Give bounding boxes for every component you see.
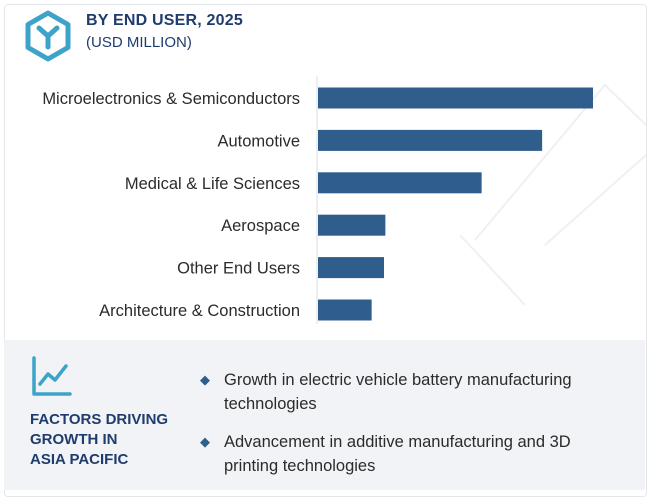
bar: [318, 129, 543, 151]
chart-title: BY END USER, 2025: [86, 12, 243, 29]
diamond-bullet-icon: ◆: [200, 372, 210, 387]
factors-title-line: GROWTH IN: [30, 431, 118, 448]
category-label: Aerospace: [221, 217, 300, 235]
category-label: Architecture & Construction: [99, 302, 300, 320]
bar: [318, 214, 386, 236]
line-chart-trend-icon: [32, 356, 72, 396]
factors-title-line: ASIA PACIFIC: [30, 451, 129, 468]
background-watermark: [459, 83, 646, 306]
factors-title: FACTORS DRIVING GROWTH IN ASIA PACIFIC: [30, 410, 190, 470]
factors-title-line: FACTORS DRIVING: [30, 411, 169, 428]
bar: [318, 299, 372, 321]
category-label: Medical & Life Sciences: [125, 175, 300, 193]
bar: [318, 172, 482, 194]
category-label: Microelectronics & Semiconductors: [42, 90, 300, 108]
category-label: Other End Users: [177, 260, 300, 278]
chart-subtitle: (USD MILLION): [86, 34, 192, 51]
factors-panel: FACTORS DRIVING GROWTH IN ASIA PACIFIC ◆…: [4, 340, 645, 490]
diamond-bullet-icon: ◆: [200, 434, 210, 449]
factor-item-text: Growth in electric vehicle battery manuf…: [224, 371, 572, 413]
bar: [318, 87, 593, 109]
category-label: Automotive: [217, 132, 300, 150]
bar: [318, 257, 384, 279]
bar-chart: Microelectronics & Semiconductors Automot…: [42, 76, 593, 324]
factor-item-text: Advancement in additive manufacturing an…: [224, 433, 571, 475]
hexagon-y-logo-icon: [25, 10, 71, 62]
